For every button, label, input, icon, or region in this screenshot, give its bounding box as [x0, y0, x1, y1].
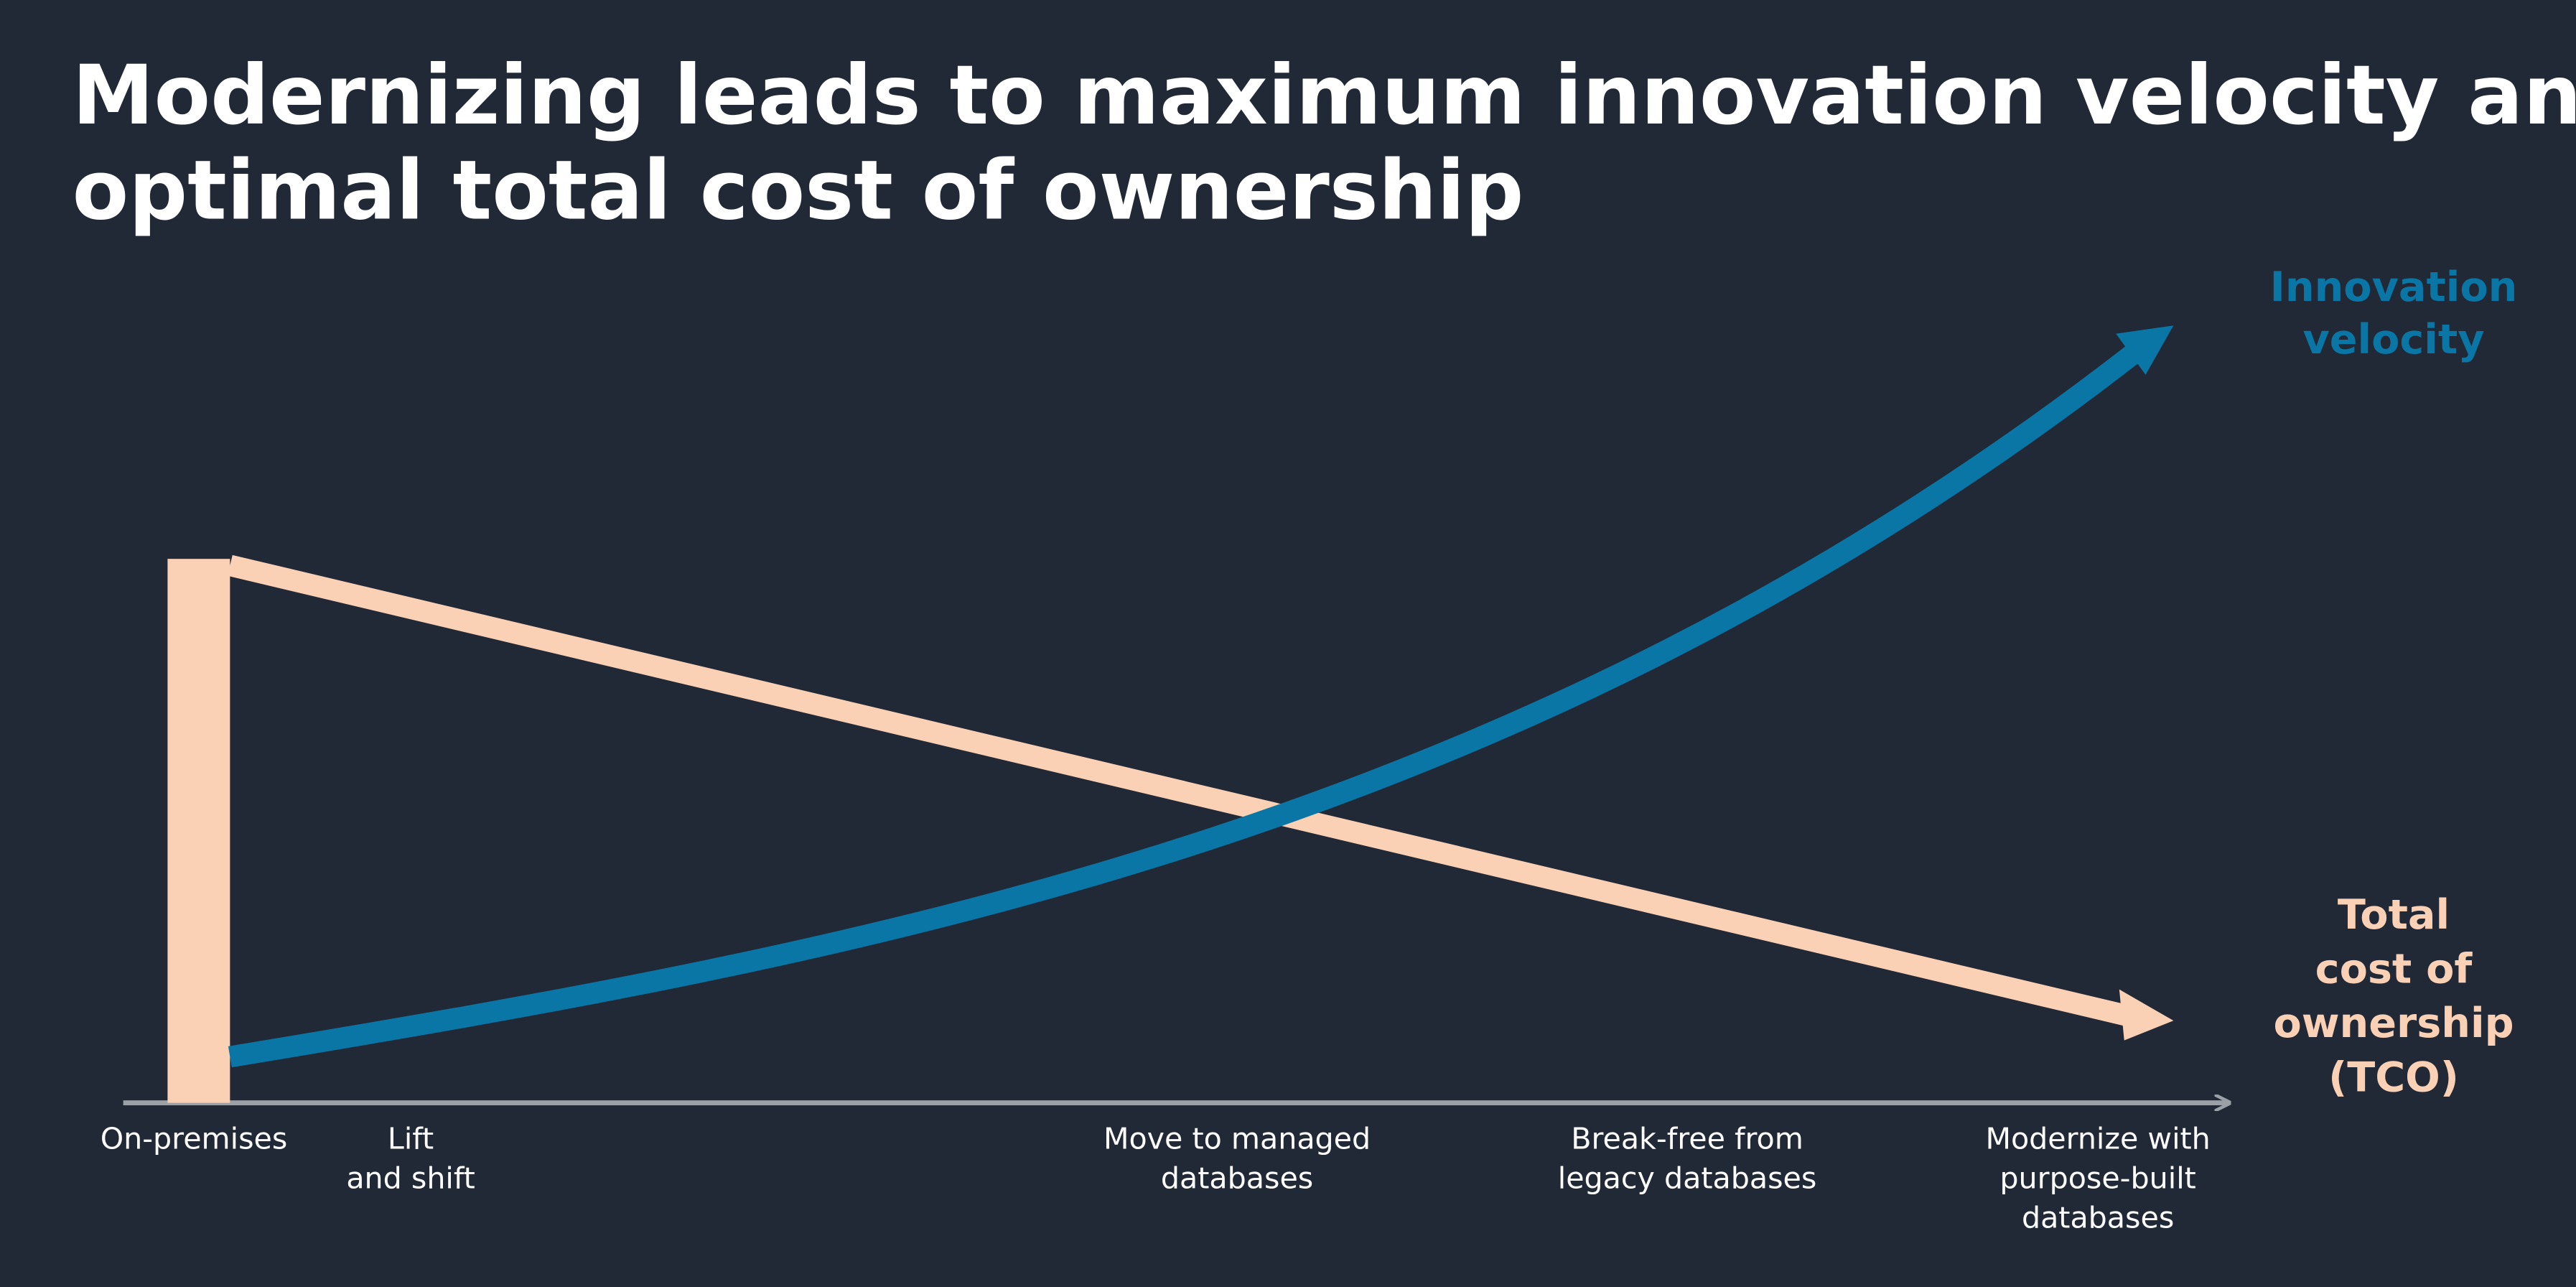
stage-label: Break-free from [1571, 1122, 1803, 1156]
innovation-curve [228, 343, 2142, 1068]
labels: Innovation velocity Total cost of ownership (… [101, 264, 2518, 1235]
innovation-label: velocity [2302, 316, 2484, 363]
stage-label: Move to managed [1103, 1122, 1371, 1156]
tco-arrowhead [2119, 989, 2174, 1041]
stage-label: legacy databases [1558, 1161, 1817, 1196]
tco-label: cost of [2315, 946, 2473, 993]
innovation-label: Innovation [2270, 264, 2518, 311]
stage-label: and shift [346, 1161, 475, 1196]
stage-label: Lift [388, 1122, 434, 1156]
title-line: optimal total cost of ownership [73, 142, 1524, 238]
tco-label: ownership [2273, 1000, 2514, 1047]
tco-label: (TCO) [2328, 1054, 2459, 1102]
stage-label: On-premises [101, 1122, 288, 1156]
on-premises-bar [167, 559, 230, 1103]
stage-label: databases [2022, 1200, 2174, 1235]
title: Modernizing leads to maximum innovation … [73, 47, 2576, 238]
stage-label: purpose-built [1999, 1161, 2195, 1196]
innovation-arrowhead [2116, 325, 2174, 375]
stage-label: Modernize with [1985, 1122, 2210, 1156]
title-line: Modernizing leads to maximum innovation … [73, 47, 2576, 143]
stage-label: databases [1161, 1161, 1313, 1196]
tco-label: Total [2338, 891, 2450, 939]
tco-line [227, 554, 2130, 1026]
